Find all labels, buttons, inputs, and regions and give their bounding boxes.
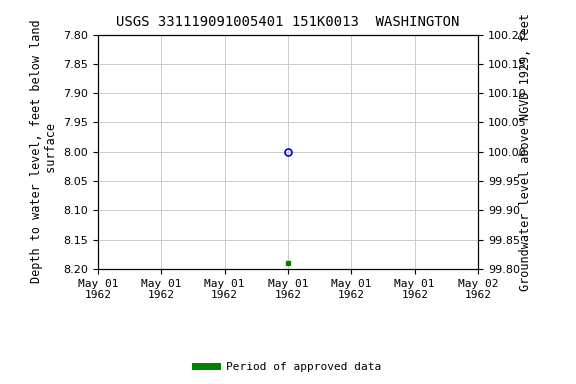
Y-axis label: Groundwater level above NGVD 1929, feet: Groundwater level above NGVD 1929, feet (519, 13, 532, 291)
Y-axis label: Depth to water level, feet below land
 surface: Depth to water level, feet below land su… (30, 20, 58, 283)
Legend: Period of approved data: Period of approved data (191, 358, 385, 377)
Title: USGS 331119091005401 151K0013  WASHINGTON: USGS 331119091005401 151K0013 WASHINGTON (116, 15, 460, 29)
